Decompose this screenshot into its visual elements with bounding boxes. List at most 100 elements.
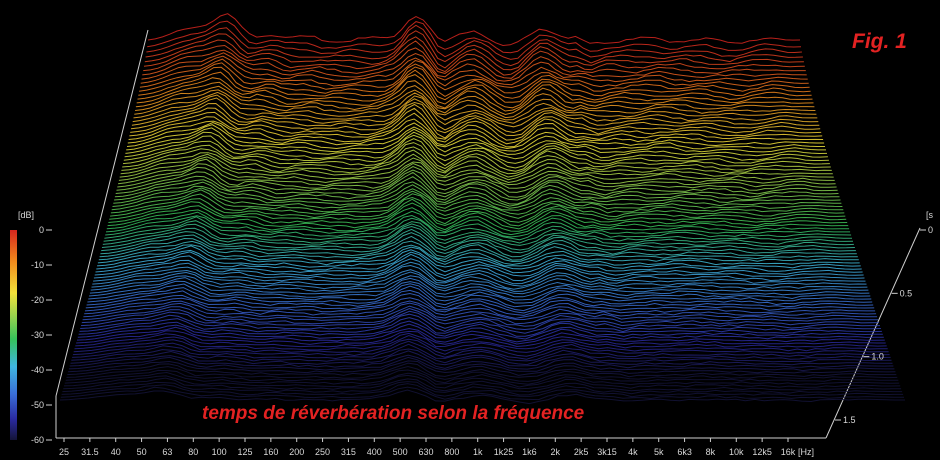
x-axis-ticks: 25 31.5 40 50 63 80 100 125 160 200 250 315 400 500 63… — [59, 438, 796, 457]
z-tick-label: -50 — [31, 400, 44, 410]
x-tick-label: 50 — [137, 447, 147, 457]
decay-spectrum-line — [72, 340, 890, 360]
x-tick-label: 3k15 — [597, 447, 617, 457]
decay-spectrum-line — [83, 302, 878, 321]
z-tick-label: -60 — [31, 435, 44, 445]
decay-spectrum-line — [98, 244, 859, 266]
decay-spectrum-line — [100, 235, 857, 261]
decay-spectrum-line — [79, 317, 882, 337]
x-tick-label: 31.5 — [81, 447, 99, 457]
decay-spectrum-line — [107, 207, 849, 232]
x-tick-label: 160 — [263, 447, 278, 457]
x-tick-label: 400 — [367, 447, 382, 457]
decay-spectrum-line — [129, 112, 823, 145]
decay-spectrum-line — [113, 184, 842, 209]
decay-spectrum-line — [91, 271, 868, 292]
x-tick-label: 63 — [162, 447, 172, 457]
box-left-diagonal — [55, 29, 149, 397]
decay-spectrum-line — [141, 55, 808, 86]
decay-spectrum-line — [117, 166, 837, 193]
x-tick-label: 315 — [341, 447, 356, 457]
decay-spectrum-line — [84, 300, 877, 319]
decay-spectrum-line — [86, 289, 874, 312]
decay-spectrum-line — [106, 210, 850, 236]
figure-label: Fig. 1 — [852, 30, 907, 53]
decay-spectrum-line — [125, 131, 828, 160]
decay-spectrum-line — [139, 62, 810, 94]
decay-spectrum-line — [92, 269, 867, 290]
x-tick-label: 12k5 — [752, 447, 772, 457]
box-right-diagonal — [825, 227, 921, 439]
decay-spectrum-line — [126, 127, 826, 155]
x-tick-label: 10k — [729, 447, 744, 457]
decay-spectrum-line — [73, 338, 889, 357]
decay-spectrum-line — [122, 146, 831, 175]
decay-spectrum-line — [146, 24, 802, 60]
x-tick-label: 630 — [418, 447, 433, 457]
decay-spectrum-line — [81, 307, 880, 327]
z-tick-label: -10 — [31, 260, 44, 270]
decay-spectrum-line — [80, 310, 880, 331]
decay-spectrum-line — [66, 365, 898, 382]
decay-spectrum-line — [120, 153, 833, 181]
x-tick-label: 1k — [473, 447, 483, 457]
decay-spectrum-line — [61, 383, 904, 398]
decay-spectrum-line — [62, 381, 903, 396]
decay-spectrum-line — [67, 362, 897, 378]
decay-spectrum-line — [143, 47, 806, 79]
z-axis-unit-label: [dB] — [18, 210, 34, 220]
decay-spectrum-line — [72, 343, 891, 362]
decay-spectrum-line — [134, 91, 817, 121]
decay-spectrum-line — [130, 107, 822, 141]
decay-spectrum-line — [143, 40, 805, 76]
x-tick-label: 100 — [212, 447, 227, 457]
x-tick-label: 1k25 — [494, 447, 514, 457]
decay-spectrum-line — [126, 124, 825, 152]
decay-spectrum-line — [89, 280, 871, 301]
x-tick-label: 800 — [444, 447, 459, 457]
decay-spectrum-line — [137, 74, 813, 109]
decay-spectrum-line — [119, 156, 834, 184]
x-tick-label: 1k6 — [522, 447, 537, 457]
y-tick-label: 1.5 — [843, 415, 856, 425]
decay-spectrum-line — [111, 189, 844, 215]
decay-spectrum-line — [118, 158, 835, 186]
decay-spectrum-line — [84, 297, 876, 316]
decay-spectrum-line — [147, 13, 801, 47]
decay-spectrum-line — [94, 258, 864, 282]
decay-spectrum-line — [145, 30, 803, 67]
decay-spectrum-line — [68, 360, 896, 376]
decay-spectrum-line — [135, 85, 815, 116]
decay-spectrum-line — [123, 138, 829, 169]
decay-spectrum-line — [77, 323, 884, 343]
x-tick-label: 125 — [237, 447, 252, 457]
decay-spectrum-line — [105, 216, 852, 241]
decay-spectrum-line — [74, 334, 888, 353]
decay-spectrum-line — [139, 66, 811, 99]
x-tick-label: 2k5 — [574, 447, 589, 457]
x-tick-label: 16k — [781, 447, 796, 457]
decay-spectrum-line — [97, 249, 861, 270]
decay-spectrum-line — [110, 193, 845, 219]
decay-spectrum-line — [93, 261, 865, 285]
decay-spectrum-line — [85, 292, 875, 314]
decay-spectrum-line — [133, 94, 818, 124]
decay-spectrum-line — [136, 80, 814, 112]
x-tick-label: 80 — [188, 447, 198, 457]
z-axis-ticks: 0 -10 -20 -30 -40 -50 -60 — [31, 225, 52, 445]
decay-spectrum-line — [103, 223, 854, 246]
decay-spectrum-line — [116, 169, 838, 198]
decay-spectrum-line — [127, 121, 825, 150]
decay-spectrum-line — [96, 251, 862, 274]
decay-spectrum-line — [71, 348, 892, 366]
z-tick-label: -20 — [31, 295, 44, 305]
x-tick-label: 4k — [628, 447, 638, 457]
decay-spectrum-line — [128, 118, 824, 148]
decay-spectrum-line — [68, 356, 895, 372]
decay-spectrum-line — [108, 202, 848, 230]
decay-spectrum-line — [76, 330, 886, 348]
decay-spectrum-line — [101, 228, 855, 254]
decay-spectrum-line — [114, 181, 841, 207]
decay-spectrum-line — [87, 285, 873, 308]
